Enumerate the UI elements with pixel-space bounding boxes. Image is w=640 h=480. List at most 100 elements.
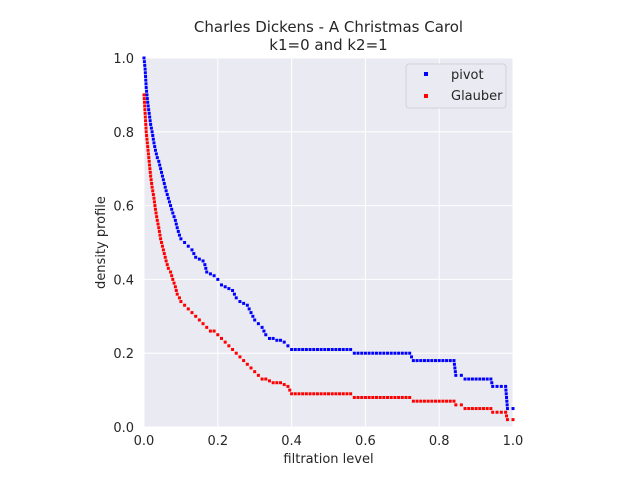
data-point xyxy=(204,266,208,270)
data-point xyxy=(149,126,153,130)
data-point xyxy=(148,163,152,167)
data-point xyxy=(393,395,397,399)
data-point xyxy=(478,407,482,411)
data-point xyxy=(203,263,207,267)
data-point xyxy=(301,392,305,396)
data-point xyxy=(363,395,367,399)
series-glauber xyxy=(142,93,515,422)
y-axis-label: density profile xyxy=(94,196,109,289)
data-point xyxy=(453,370,457,374)
data-point xyxy=(238,355,242,359)
data-point xyxy=(231,288,235,292)
data-point xyxy=(434,359,438,363)
chart-subtitle: k1=0 and k2=1 xyxy=(269,36,387,54)
grid xyxy=(143,57,514,428)
data-point xyxy=(145,137,149,141)
data-point xyxy=(143,67,147,71)
legend-label-glauber: Glauber xyxy=(451,89,503,104)
data-point xyxy=(144,86,148,90)
data-point xyxy=(170,207,174,211)
data-point xyxy=(153,145,157,149)
y-tick-label: 0.4 xyxy=(113,273,134,288)
data-point xyxy=(146,100,150,104)
data-point xyxy=(148,115,152,119)
data-point xyxy=(437,359,441,363)
data-point xyxy=(173,285,177,289)
data-point xyxy=(147,156,151,160)
data-point xyxy=(419,359,423,363)
data-point xyxy=(219,283,223,287)
data-point xyxy=(152,196,156,200)
data-point xyxy=(147,108,151,112)
data-point xyxy=(144,82,148,86)
data-point xyxy=(164,259,168,263)
data-point xyxy=(293,392,297,396)
data-point xyxy=(504,384,508,388)
data-point xyxy=(146,145,150,149)
data-point xyxy=(356,395,360,399)
data-point xyxy=(338,348,342,352)
data-point xyxy=(161,248,165,252)
plot-area xyxy=(144,58,513,427)
x-tick-label: 0.2 xyxy=(207,434,228,449)
data-point xyxy=(142,97,146,101)
data-point xyxy=(454,373,458,377)
data-point xyxy=(378,351,382,355)
data-point xyxy=(304,348,308,352)
data-point xyxy=(232,292,236,296)
data-point xyxy=(152,200,156,204)
data-point xyxy=(153,207,157,211)
data-point xyxy=(249,311,253,315)
data-point xyxy=(169,270,173,274)
data-point xyxy=(422,359,426,363)
data-point xyxy=(400,395,404,399)
data-point xyxy=(186,244,190,248)
data-point xyxy=(201,259,205,263)
data-point xyxy=(511,407,515,411)
data-point xyxy=(330,392,334,396)
data-point xyxy=(242,301,246,305)
data-point xyxy=(197,318,201,322)
data-point xyxy=(201,322,205,326)
data-point xyxy=(301,348,305,352)
data-point xyxy=(264,377,268,381)
data-point xyxy=(170,274,174,278)
data-point xyxy=(256,373,260,377)
data-point xyxy=(452,399,456,403)
data-point xyxy=(249,366,253,370)
data-point xyxy=(154,211,158,215)
data-point xyxy=(288,388,292,392)
data-point xyxy=(212,274,216,278)
data-point xyxy=(485,407,489,411)
data-point xyxy=(183,303,187,307)
data-point xyxy=(145,133,149,137)
data-point xyxy=(157,159,161,163)
data-point xyxy=(169,204,173,208)
data-point xyxy=(323,392,327,396)
data-point xyxy=(452,359,456,363)
data-point xyxy=(155,218,159,222)
data-point xyxy=(308,392,312,396)
data-point xyxy=(297,348,301,352)
data-point xyxy=(448,399,452,403)
data-point xyxy=(345,392,349,396)
data-point xyxy=(245,362,249,366)
data-point xyxy=(286,344,290,348)
data-point xyxy=(144,122,148,126)
data-point xyxy=(160,244,164,248)
data-point xyxy=(323,348,327,352)
data-point xyxy=(463,377,467,381)
data-point xyxy=(227,344,231,348)
data-point xyxy=(437,399,441,403)
y-tick-label: 0.2 xyxy=(113,347,134,362)
data-point xyxy=(158,163,162,167)
data-point xyxy=(146,152,150,156)
data-point xyxy=(374,395,378,399)
data-point xyxy=(453,366,457,370)
data-point xyxy=(262,329,266,333)
data-point xyxy=(485,377,489,381)
data-point xyxy=(156,222,160,226)
data-point xyxy=(147,111,151,115)
data-point xyxy=(148,119,152,123)
